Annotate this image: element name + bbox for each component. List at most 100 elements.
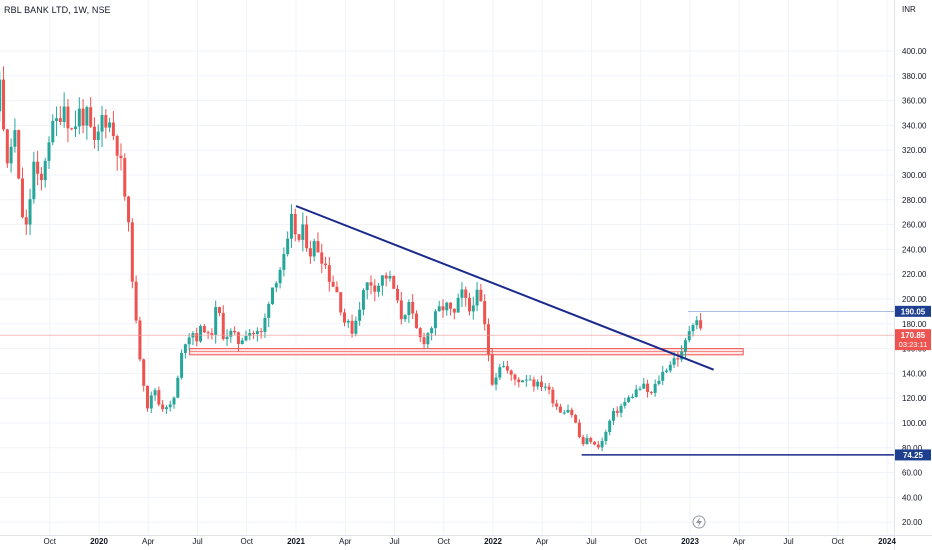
candle[interactable] xyxy=(195,327,199,347)
candle[interactable] xyxy=(399,291,403,325)
candle[interactable] xyxy=(278,267,282,289)
candle[interactable] xyxy=(130,218,134,289)
candle[interactable] xyxy=(100,105,104,148)
candle[interactable] xyxy=(517,377,521,388)
trendline[interactable] xyxy=(295,205,715,371)
candle[interactable] xyxy=(396,284,400,304)
candle[interactable] xyxy=(312,238,316,262)
candle[interactable] xyxy=(380,275,384,296)
candle[interactable] xyxy=(505,360,509,374)
candle[interactable] xyxy=(384,272,388,287)
candle[interactable] xyxy=(437,300,441,312)
candle[interactable] xyxy=(411,294,415,320)
candle[interactable] xyxy=(509,369,513,381)
candle[interactable] xyxy=(70,127,74,131)
candle[interactable] xyxy=(646,379,650,398)
candle[interactable] xyxy=(183,343,187,359)
candle[interactable] xyxy=(24,209,28,235)
candle[interactable] xyxy=(180,349,184,380)
candle[interactable] xyxy=(547,383,551,395)
candle[interactable] xyxy=(145,385,149,412)
candle[interactable] xyxy=(661,365,665,386)
candle[interactable] xyxy=(566,404,570,414)
candle[interactable] xyxy=(164,405,168,414)
candle[interactable] xyxy=(92,117,96,149)
candle[interactable] xyxy=(521,379,525,383)
candle[interactable] xyxy=(528,375,532,381)
candle[interactable] xyxy=(81,98,85,134)
candle[interactable] xyxy=(354,316,358,337)
candle[interactable] xyxy=(687,326,691,343)
candle[interactable] xyxy=(524,375,528,387)
candle[interactable] xyxy=(66,98,70,143)
candle[interactable] xyxy=(233,326,237,335)
candle[interactable] xyxy=(623,397,627,409)
candle[interactable] xyxy=(608,419,612,436)
candle[interactable] xyxy=(2,66,6,132)
candle[interactable] xyxy=(199,324,203,343)
candle[interactable] xyxy=(202,323,206,334)
candle[interactable] xyxy=(615,406,619,417)
candle[interactable] xyxy=(248,328,252,341)
candle[interactable] xyxy=(255,327,259,342)
candle[interactable] xyxy=(149,391,153,414)
candle[interactable] xyxy=(221,305,225,341)
candle[interactable] xyxy=(153,387,157,401)
candle[interactable] xyxy=(62,92,66,128)
candle[interactable] xyxy=(377,283,381,297)
candle[interactable] xyxy=(456,293,460,313)
time-axis[interactable]: Oct 2020 Apr Jul Oct 2021 Apr Jul Oct 2022 Apr Jul O… xyxy=(0,535,932,547)
candle[interactable] xyxy=(555,399,559,410)
candle[interactable] xyxy=(642,378,646,389)
candle[interactable] xyxy=(373,279,377,302)
candle[interactable] xyxy=(104,109,108,139)
candle[interactable] xyxy=(320,243,324,274)
candle[interactable] xyxy=(286,231,290,257)
candle[interactable] xyxy=(187,333,191,351)
candle[interactable] xyxy=(240,337,244,345)
candle[interactable] xyxy=(13,118,17,153)
candle[interactable] xyxy=(543,383,547,391)
candle[interactable] xyxy=(471,296,475,320)
candle[interactable] xyxy=(513,373,517,386)
candle[interactable] xyxy=(282,247,286,277)
candle[interactable] xyxy=(657,375,661,386)
candle[interactable] xyxy=(581,434,585,447)
candle[interactable] xyxy=(58,106,62,125)
candle[interactable] xyxy=(271,287,275,305)
candle[interactable] xyxy=(649,391,653,395)
candle[interactable] xyxy=(638,386,642,391)
candle[interactable] xyxy=(570,407,574,418)
candle[interactable] xyxy=(77,97,81,135)
candle[interactable] xyxy=(346,319,350,329)
candle[interactable] xyxy=(5,128,9,168)
candle[interactable] xyxy=(634,384,638,398)
candle[interactable] xyxy=(43,157,47,188)
candle[interactable] xyxy=(361,288,365,316)
candle[interactable] xyxy=(316,232,320,253)
candle[interactable] xyxy=(172,396,176,409)
candle[interactable] xyxy=(229,328,233,343)
candle[interactable] xyxy=(36,150,40,186)
candle[interactable] xyxy=(479,283,483,302)
candle[interactable] xyxy=(665,368,669,374)
candle[interactable] xyxy=(449,302,453,316)
candle[interactable] xyxy=(47,136,51,169)
candle[interactable] xyxy=(494,372,498,391)
candle[interactable] xyxy=(115,134,119,171)
candle[interactable] xyxy=(369,275,373,295)
candle[interactable] xyxy=(134,275,138,324)
candle[interactable] xyxy=(433,309,437,336)
candle[interactable] xyxy=(358,301,362,326)
candle[interactable] xyxy=(327,256,331,292)
candle[interactable] xyxy=(600,437,604,452)
candle[interactable] xyxy=(274,281,278,293)
candle[interactable] xyxy=(263,313,267,338)
candle[interactable] xyxy=(445,301,449,316)
candle[interactable] xyxy=(699,313,703,331)
candle[interactable] xyxy=(0,71,2,122)
candle[interactable] xyxy=(483,294,487,331)
candle[interactable] xyxy=(161,399,165,412)
candle[interactable] xyxy=(562,409,566,415)
